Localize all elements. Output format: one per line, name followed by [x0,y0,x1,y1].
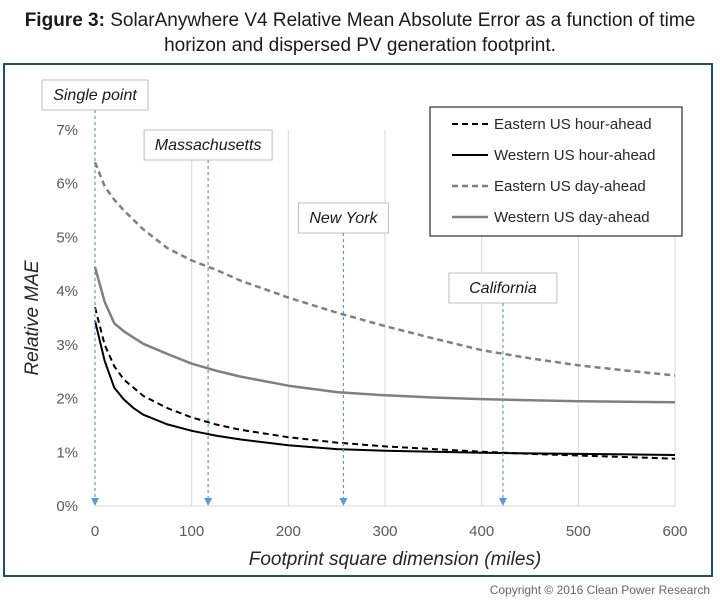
x-tick-label: 100 [179,523,204,540]
legend-label-4: Western US day-ahead [494,209,650,226]
annotation-label: Massachusetts [155,137,262,154]
annotation-arrowhead [204,498,213,506]
series-line-4 [93,266,676,404]
copyright-text: Copyright © 2016 Clean Power Research [489,583,710,597]
series-line-2 [94,320,676,456]
figure-label: Figure 3: [24,10,105,31]
annotation-label: Single point [53,87,137,104]
series-line-3 [93,161,676,377]
annotation-box [448,272,558,304]
x-tick-label: 400 [469,523,494,540]
y-tick-label: 3% [56,337,78,354]
legend-label-3: Eastern US day-ahead [494,178,646,195]
x-tick-label: 0 [91,523,99,540]
annotation-box [143,129,273,161]
annotation-arrowhead [498,498,507,506]
x-tick-label: 600 [662,523,687,540]
y-axis-title: Relative MAE [22,260,43,375]
y-tick-label: 6% [56,176,78,193]
annotation-label: New York [309,210,378,227]
y-tick-label: 0% [56,498,78,515]
legend-box [429,106,683,237]
legend-label-2: Western US hour-ahead [494,147,655,164]
x-axis-title: Footprint square dimension (miles) [249,549,542,570]
figure-title-line2: horizon and dispersed PV generation foot… [164,35,556,56]
x-tick-label: 200 [276,523,301,540]
figure-title-line1: SolarAnywhere V4 Relative Mean Absolute … [110,10,696,31]
annotation-label: California [469,280,537,297]
y-tick-label: 5% [56,229,78,246]
y-tick-label: 1% [56,444,78,461]
annotation-arrowhead [91,498,99,506]
annotation-arrowhead [339,498,348,506]
x-tick-label: 300 [372,523,397,540]
y-tick-label: 4% [56,283,78,300]
chart-frame [3,63,713,577]
figure-title: Figure 3: SolarAnywhere V4 Relative Mean… [0,8,720,58]
x-tick-label: 500 [566,523,591,540]
y-tick-label: 2% [56,391,78,408]
y-tick-label: 7% [56,122,78,139]
legend-label-1: Eastern US hour-ahead [494,116,652,133]
